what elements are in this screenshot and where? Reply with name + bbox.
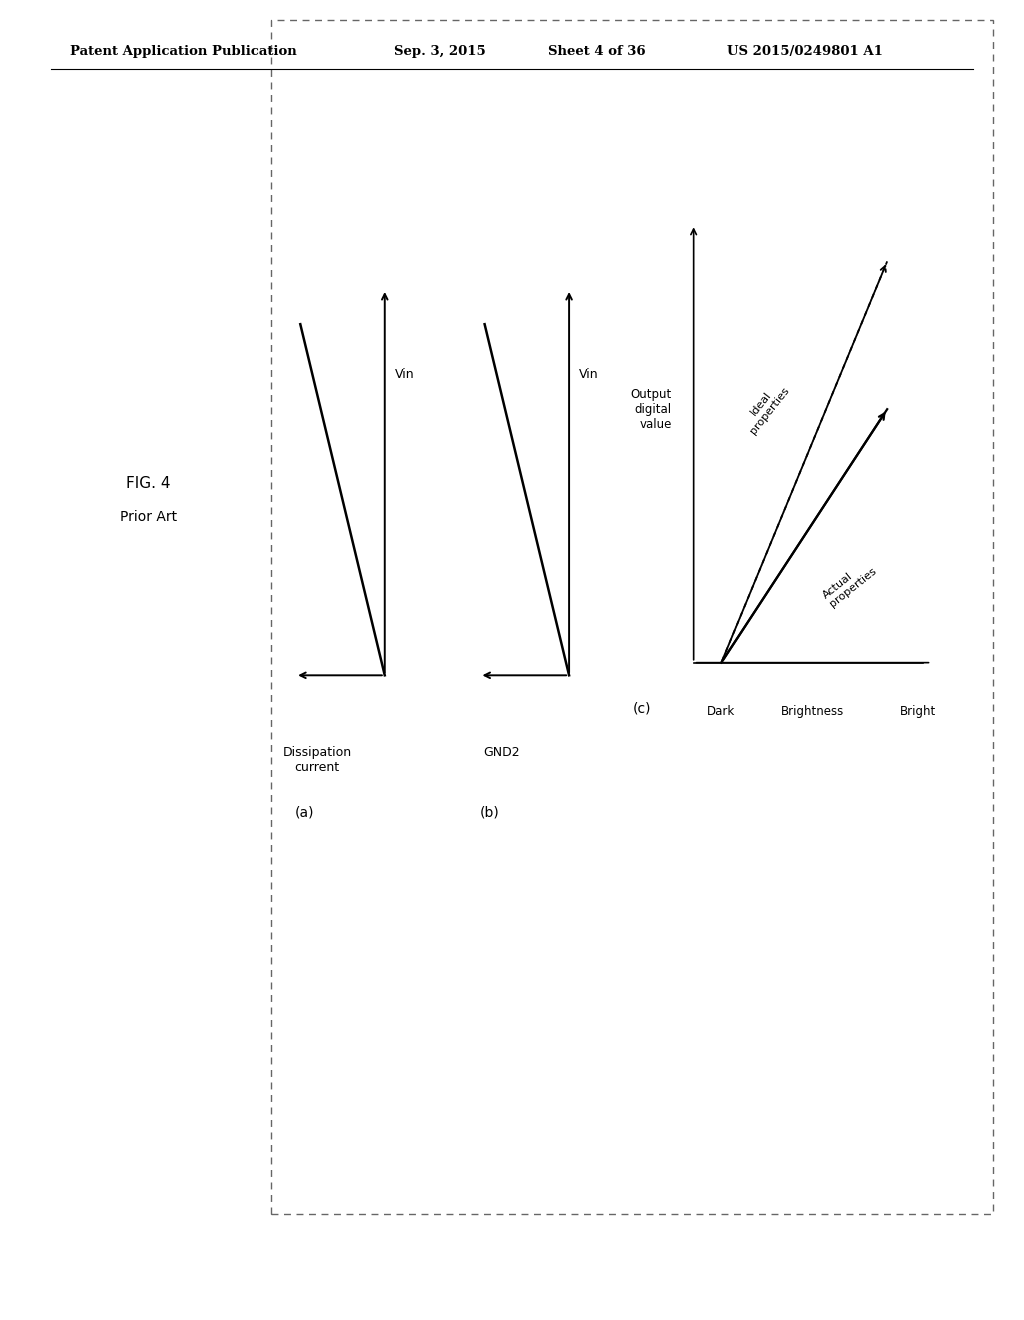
Text: Patent Application Publication: Patent Application Publication: [70, 45, 296, 58]
Text: FIG. 4: FIG. 4: [126, 477, 171, 491]
Text: Dissipation
current: Dissipation current: [283, 746, 352, 774]
Text: Output
digital
value: Output digital value: [631, 388, 672, 430]
Text: Actual
properties: Actual properties: [821, 557, 879, 610]
Text: US 2015/0249801 A1: US 2015/0249801 A1: [727, 45, 883, 58]
Text: Sep. 3, 2015: Sep. 3, 2015: [394, 45, 486, 58]
Text: Dark: Dark: [708, 705, 735, 718]
Text: Vin: Vin: [395, 368, 415, 381]
Text: (c): (c): [633, 701, 651, 715]
Text: Brightness: Brightness: [781, 705, 844, 718]
Bar: [271, 20, 993, 1214]
Text: Sheet 4 of 36: Sheet 4 of 36: [548, 45, 645, 58]
Text: (a): (a): [295, 805, 314, 820]
Text: GND2: GND2: [483, 746, 520, 759]
Text: Vin: Vin: [580, 368, 599, 381]
Text: Prior Art: Prior Art: [120, 511, 177, 524]
Text: Ideal
properties: Ideal properties: [739, 378, 792, 436]
Text: Bright: Bright: [899, 705, 936, 718]
Text: (b): (b): [479, 805, 500, 820]
